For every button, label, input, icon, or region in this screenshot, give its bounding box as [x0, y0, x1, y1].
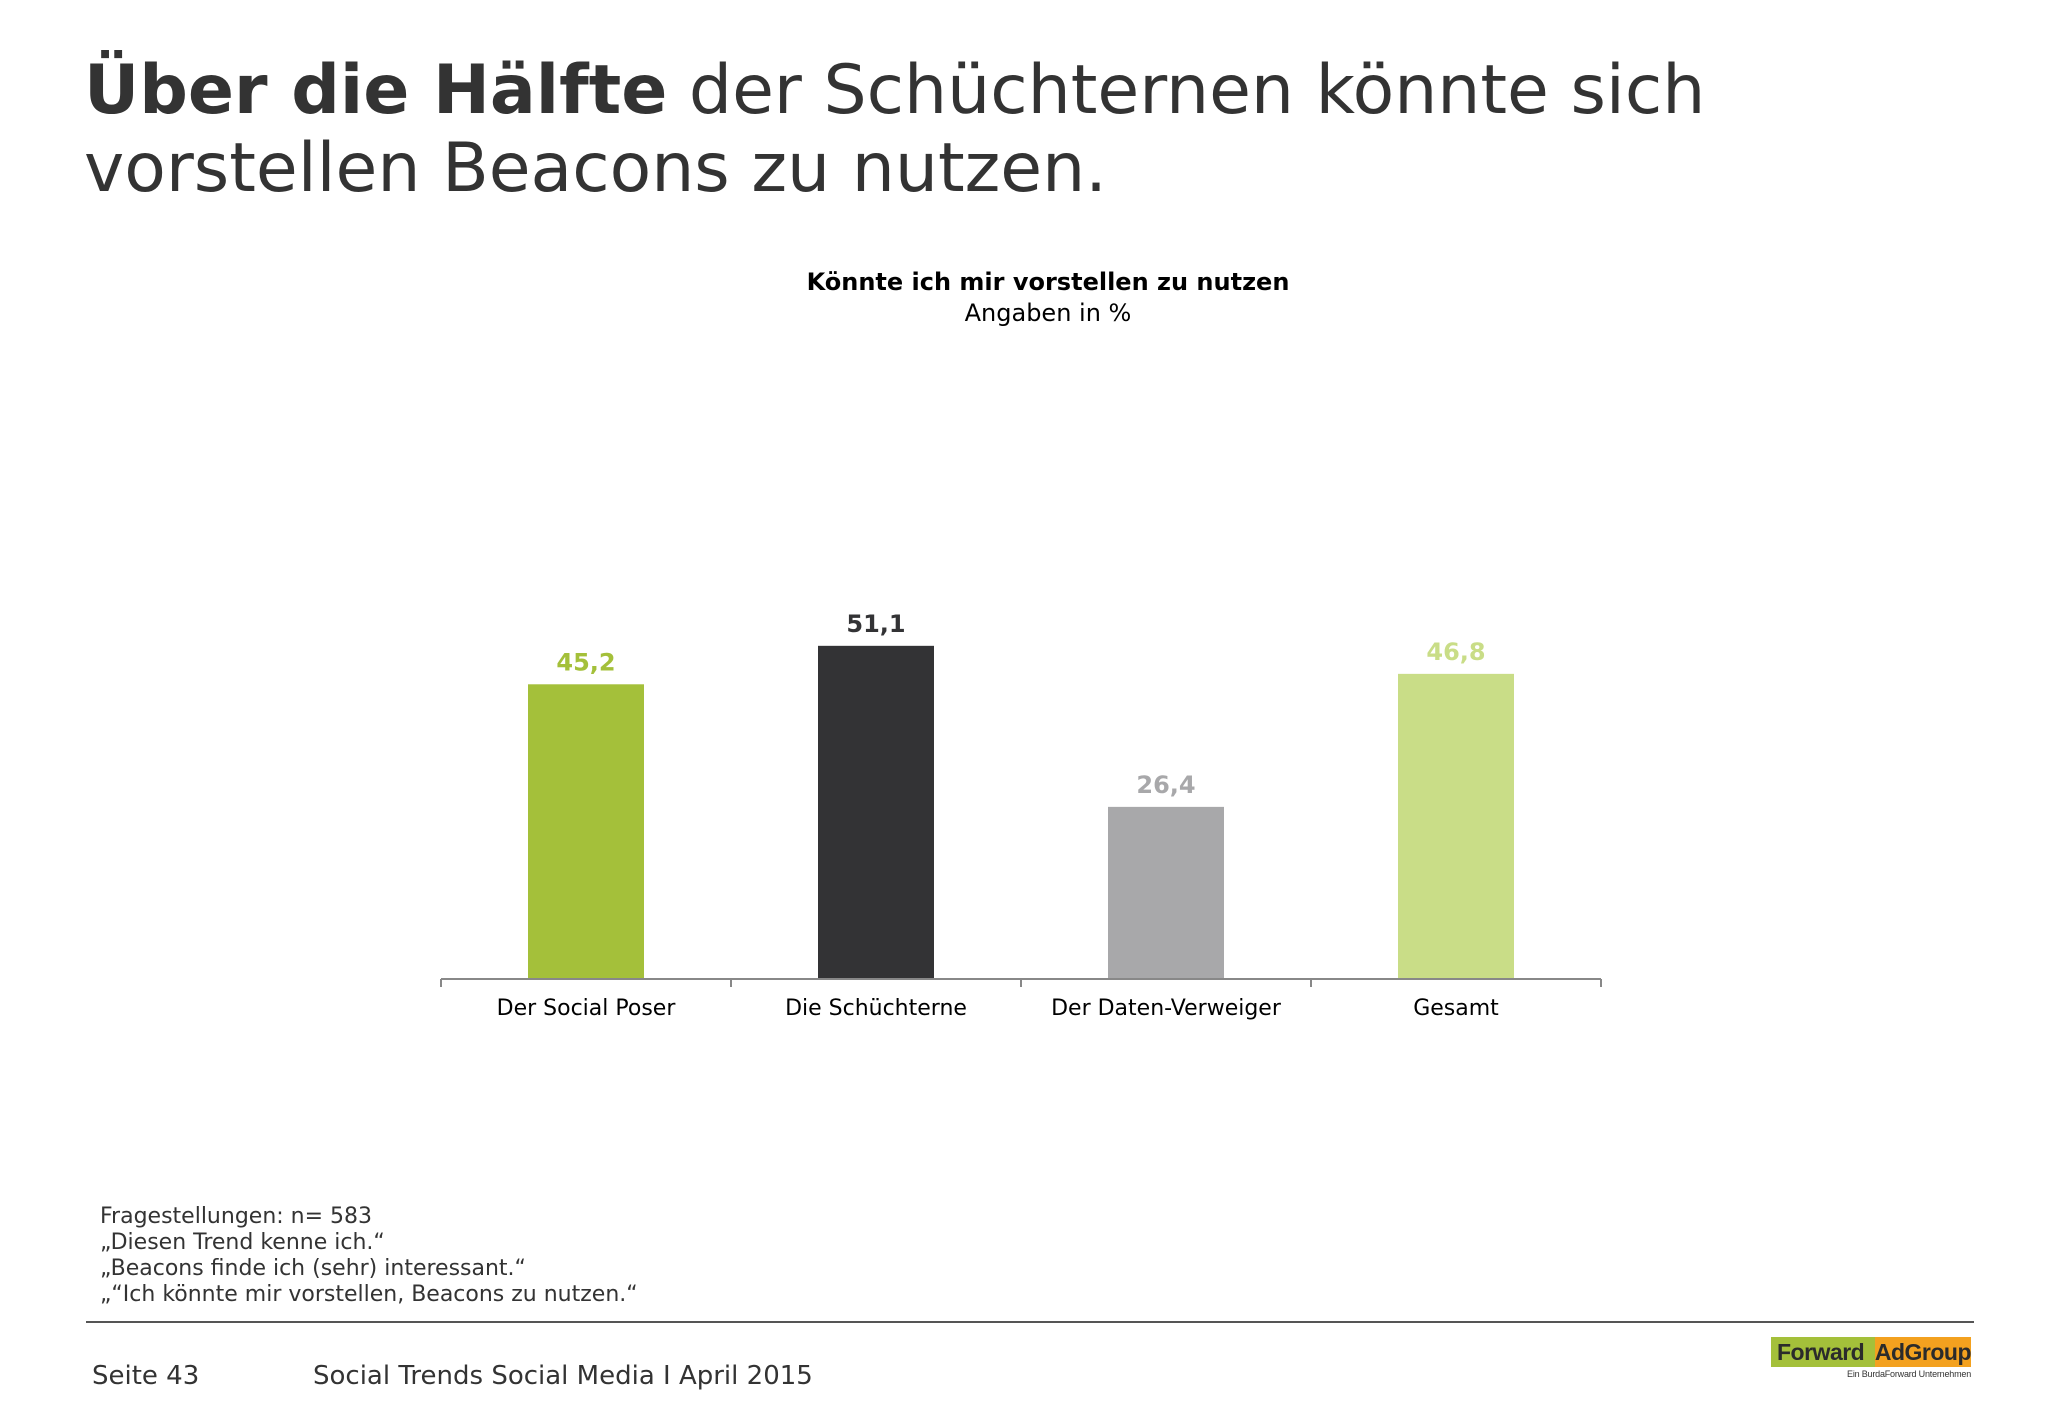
page-headline: Über die Hälfte der Schüchternen könnte … — [84, 52, 1984, 208]
data-label: 26,4 — [1136, 771, 1195, 799]
forwardadgroup-logo: Forward AdGroup Ein BurdaForward Unterneh… — [1771, 1337, 1972, 1379]
category-label: Die Schüchterne — [785, 996, 967, 1021]
footer-divider — [86, 1321, 1974, 1323]
bar — [818, 645, 934, 979]
logo-tagline: Ein BurdaForward Unternehmen — [1847, 1369, 1971, 1379]
chart-title: Könnte ich mir vorstellen zu nutzen — [806, 268, 1290, 296]
bar — [1398, 673, 1514, 979]
note-line: „Beacons finde ich (sehr) interessant.“ — [100, 1256, 526, 1281]
logo-text-adgroup: AdGroup — [1874, 1337, 1972, 1367]
headline-rest: der Schüchternen könnte sich vorstellen … — [84, 51, 1706, 208]
data-label: 46,8 — [1426, 638, 1485, 666]
data-label: 45,2 — [556, 648, 615, 676]
headline-bold: Über die Hälfte — [84, 51, 668, 130]
question-notes: Fragestellungen: n= 583 „Diesen Trend ke… — [100, 1204, 638, 1308]
data-label: 51,1 — [846, 610, 905, 638]
note-line: „Diesen Trend kenne ich.“ — [100, 1230, 385, 1255]
category-label: Gesamt — [1413, 996, 1499, 1021]
bar — [528, 684, 644, 979]
x-axis: Der Social Poser Die Schüchterne Der Daten… — [440, 978, 1602, 1021]
bar — [1108, 806, 1224, 979]
footer-title: Social Trends Social Media I April 2015 — [313, 1361, 813, 1391]
page-number: Seite 43 — [92, 1361, 200, 1391]
note-line: Fragestellungen: n= 583 — [100, 1204, 373, 1229]
note-line: „“Ich könnte mir vorstellen, Beacons zu … — [100, 1282, 638, 1307]
bars-layer: 45,2 51,1 26,4 46,8 — [528, 610, 1514, 979]
category-label: Der Daten-Verweiger — [1051, 996, 1282, 1021]
category-label: Der Social Poser — [497, 996, 677, 1021]
chart-subtitle: Angaben in % — [964, 299, 1132, 327]
logo-text-forward: Forward — [1771, 1337, 1875, 1367]
